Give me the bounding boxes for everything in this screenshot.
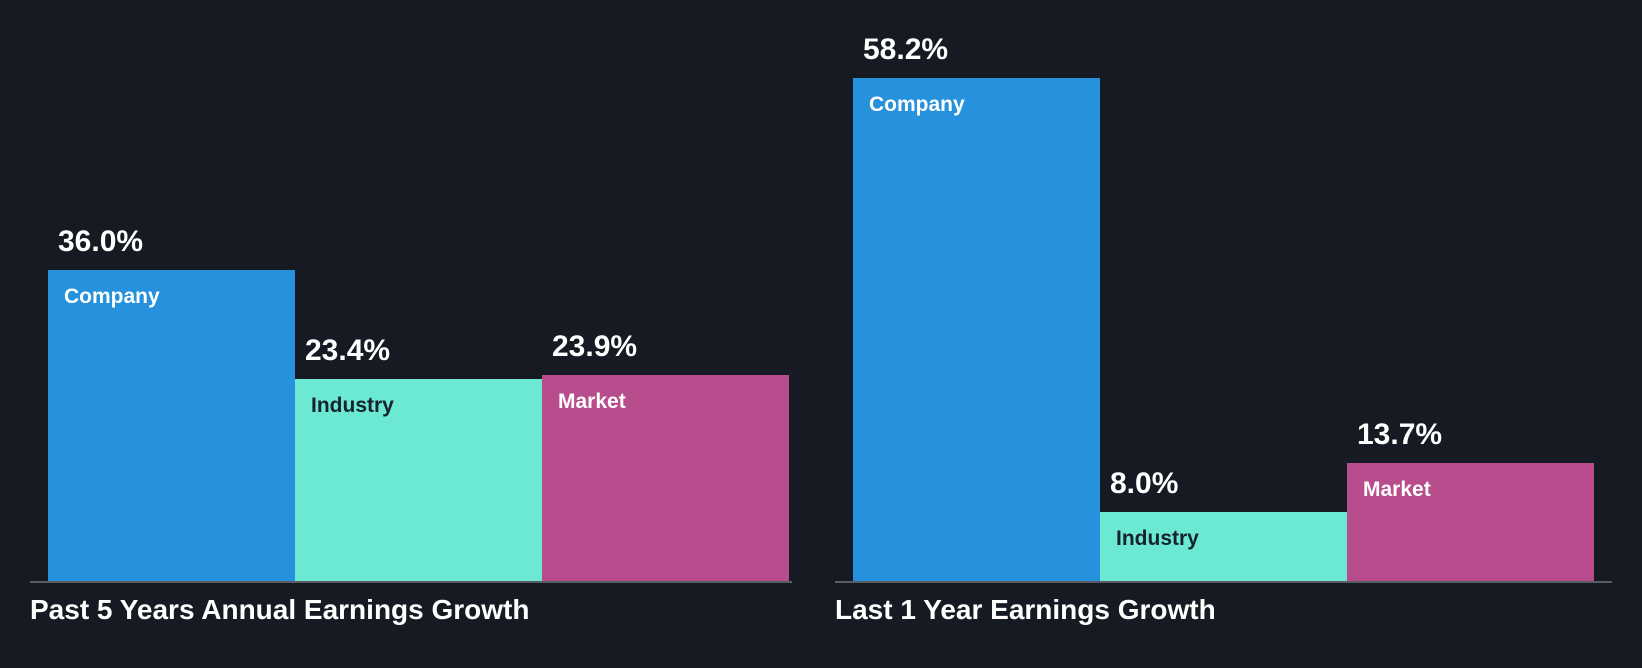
- value-label: 23.9%: [552, 330, 638, 363]
- category-label: Market: [558, 390, 626, 413]
- value-label: 58.2%: [863, 33, 949, 66]
- bar-company: Company: [853, 78, 1100, 581]
- category-label: Industry: [311, 394, 394, 417]
- chart-title: Last 1 Year Earnings Growth: [835, 594, 1216, 625]
- chart-title: Past 5 Years Annual Earnings Growth: [30, 594, 530, 625]
- bar-group-industry: 23.4% Industry: [295, 334, 542, 581]
- bars: 36.0% Company 23.4% Industry 23.9% Market: [30, 28, 792, 583]
- bar-group-market: 13.7% Market: [1347, 418, 1594, 581]
- value-label: 23.4%: [305, 334, 391, 367]
- chart-last-1-year: 58.2% Company 8.0% Industry 13.7% Market Last…: [835, 28, 1612, 626]
- bar-market: Market: [1347, 463, 1594, 581]
- category-label: Company: [869, 93, 965, 116]
- category-label: Industry: [1116, 527, 1199, 550]
- bar-group-market: 23.9% Market: [542, 330, 789, 581]
- bars: 58.2% Company 8.0% Industry 13.7% Market: [835, 28, 1612, 583]
- value-label: 8.0%: [1110, 467, 1179, 500]
- category-label: Company: [64, 285, 160, 308]
- bar-industry: Industry: [295, 379, 542, 581]
- bar-group-company: 36.0% Company: [48, 225, 295, 581]
- bar-group-company: 58.2% Company: [853, 33, 1100, 581]
- category-label: Market: [1363, 478, 1431, 501]
- value-label: 36.0%: [58, 225, 144, 258]
- bar-company: Company: [48, 270, 295, 581]
- bar-industry: Industry: [1100, 512, 1347, 581]
- chart-past-5-years: 36.0% Company 23.4% Industry 23.9% Market Pas…: [30, 28, 792, 626]
- bar-market: Market: [542, 375, 789, 581]
- value-label: 13.7%: [1357, 418, 1443, 451]
- bar-group-industry: 8.0% Industry: [1100, 467, 1347, 581]
